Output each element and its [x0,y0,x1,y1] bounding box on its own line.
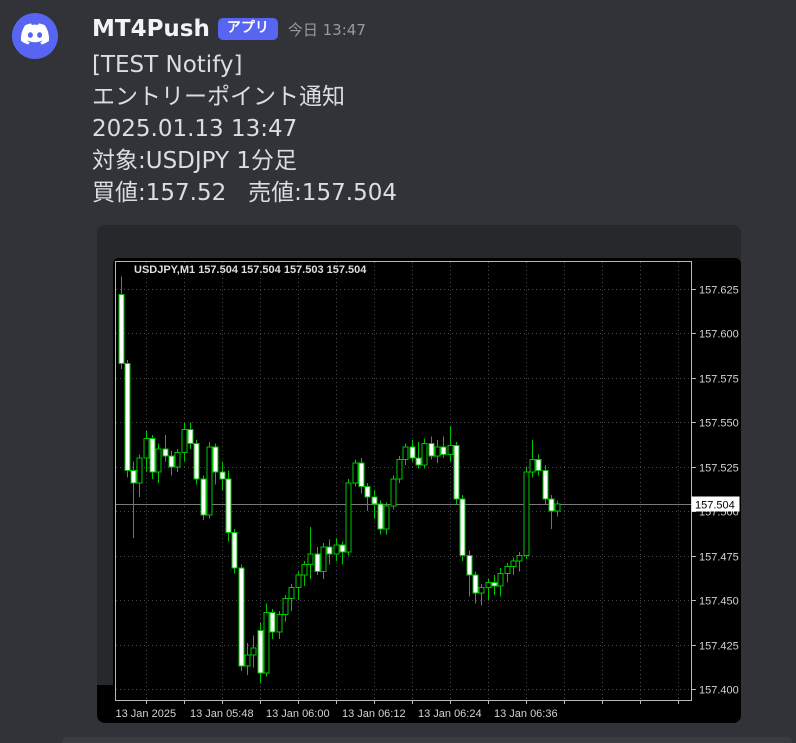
discord-logo-icon [21,23,50,49]
svg-text:13 Jan 06:12: 13 Jan 06:12 [342,708,406,720]
price-axis: 157.625 157.600 157.575 157.550 157.525 157.5… [691,285,740,697]
svg-text:157.425: 157.425 [699,641,739,653]
mt4-chart-image: 157.625 157.600 157.575 157.550 157.525 157.5… [97,225,741,723]
message-line: [TEST Notify] [92,52,243,78]
svg-text:157.550: 157.550 [699,418,739,430]
message-timestamp: 今日 13:47 [287,20,366,39]
svg-text:157.504: 157.504 [695,500,735,512]
svg-text:157.525: 157.525 [699,463,739,475]
svg-text:157.575: 157.575 [699,374,739,386]
message-line: エントリーポイント通知 [92,84,345,110]
chart-frame [97,225,741,723]
app-badge: アプリ [217,18,278,40]
svg-text:13 Jan 2025: 13 Jan 2025 [116,708,177,720]
svg-text:157.625: 157.625 [699,285,739,297]
chart-title: USDJPY,M1 157.504 157.504 157.503 157.50… [134,264,367,276]
svg-text:157.450: 157.450 [699,596,739,608]
svg-text:157.600: 157.600 [699,329,739,341]
message-line: 対象:USDJPY 1分足 [92,148,298,174]
author-name[interactable]: MT4Push [92,16,210,42]
message-line: 2025.01.13 13:47 [92,116,298,142]
svg-text:157.475: 157.475 [699,552,739,564]
message-input-bar[interactable] [62,737,792,743]
message-header: MT4Push アプリ 今日 13:47 [92,16,366,42]
svg-text:USDJPY,M1 157.504 157.504 157: USDJPY,M1 157.504 157.504 157.503 157.50… [134,264,367,276]
chart-attachment[interactable]: 157.625 157.600 157.575 157.550 157.525 157.5… [97,225,741,723]
svg-text:13 Jan 05:48: 13 Jan 05:48 [190,708,254,720]
svg-text:13 Jan 06:24: 13 Jan 06:24 [418,708,482,720]
svg-text:13 Jan 06:00: 13 Jan 06:00 [266,708,330,720]
message-body: [TEST Notify] エントリーポイント通知 2025.01.13 13:… [92,49,397,209]
candles [118,276,561,684]
svg-text:13 Jan 06:36: 13 Jan 06:36 [494,708,558,720]
svg-text:157.400: 157.400 [699,685,739,697]
message-line: 買値:157.52 売値:157.504 [92,180,398,206]
bot-avatar[interactable] [12,13,58,59]
chart-grid [116,262,690,699]
time-axis: 13 Jan 2025 13 Jan 05:48 13 Jan 06:00 13 Ja… [116,700,679,720]
